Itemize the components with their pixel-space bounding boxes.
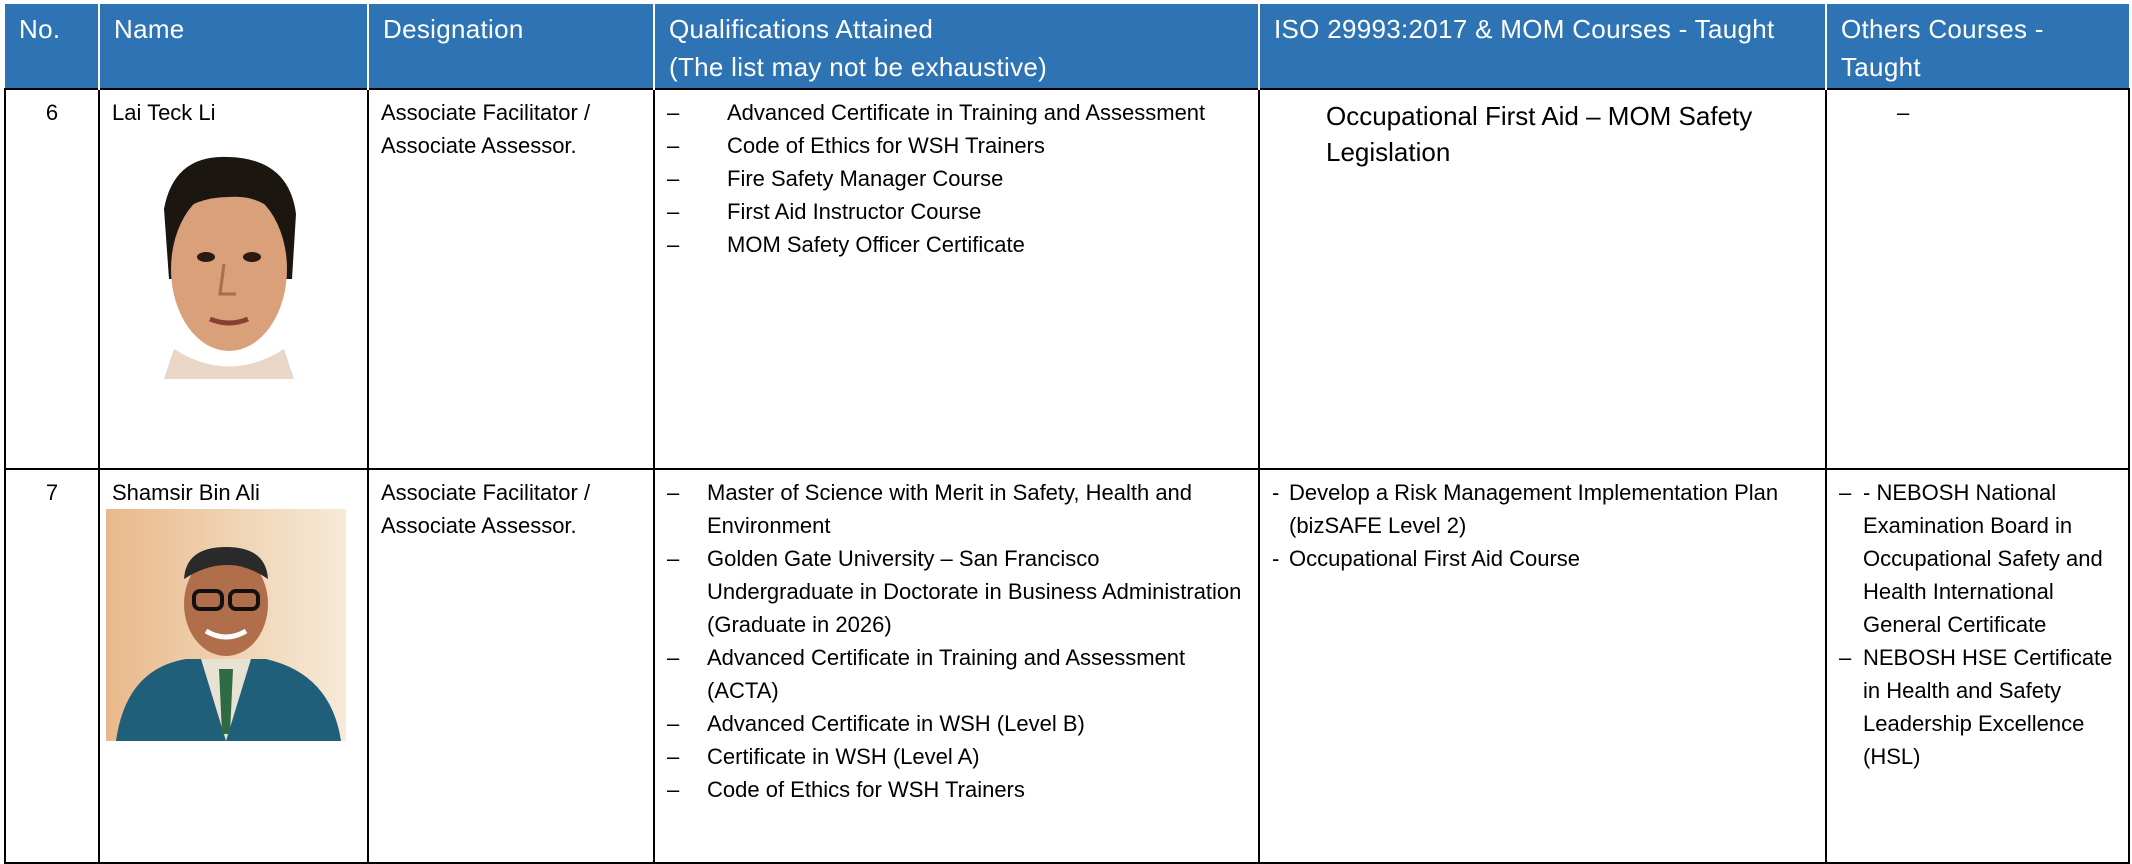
column-header: Qualifications Attained (The list may not…	[653, 4, 1259, 89]
bullet: –	[667, 480, 680, 505]
list-item: – Advanced Certificate in WSH (Level B)	[667, 707, 1246, 740]
list-item: – - NEBOSH National Examination Board in …	[1839, 476, 2116, 641]
cell-iso: Occupational First Aid – MOM Safety Legi…	[1258, 88, 1827, 470]
list-item: – Master of Science with Merit in Safety,…	[667, 476, 1246, 542]
item-text: Fire Safety Manager Course	[727, 166, 1004, 191]
column-header: Others Courses - Taught	[1825, 4, 2129, 89]
cell-others: – - NEBOSH National Examination Board in …	[1825, 468, 2130, 864]
column-header: Designation	[367, 4, 654, 89]
column-header: Name	[98, 4, 368, 89]
header-line: Designation	[383, 14, 524, 44]
bullet: –	[667, 199, 680, 224]
cell-no: 6	[4, 88, 100, 470]
item-text: First Aid Instructor Course	[727, 199, 982, 224]
bullet: –	[667, 777, 680, 802]
bullet: –	[667, 166, 680, 191]
cell-qualifications: – Master of Science with Merit in Safety,…	[653, 468, 1260, 864]
header-row: No. Name Designation Qualifications Attaine…	[5, 4, 2129, 89]
cell-iso: - Develop a Risk Management Implementatio…	[1258, 468, 1827, 864]
list-item: – Code of Ethics for WSH Trainers	[667, 129, 1246, 162]
list-item: - Occupational First Aid Course	[1272, 542, 1813, 575]
cell-qualifications: – Advanced Certificate in Training and As…	[653, 88, 1260, 470]
table-container: No. Name Designation Qualifications Attaine…	[4, 4, 2130, 864]
cell-designation: Associate Facilitator / Associate Assess…	[367, 468, 655, 864]
item-text: Develop a Risk Management Implementation…	[1289, 480, 1779, 538]
bullet: -	[1272, 546, 1280, 571]
bullet: –	[667, 645, 680, 670]
list-item: – Advanced Certificate in Training and As…	[667, 96, 1246, 129]
item-text: MOM Safety Officer Certificate	[727, 232, 1025, 257]
list-item: – Certificate in WSH (Level A)	[667, 740, 1246, 773]
trainer-name: Lai Teck Li	[112, 100, 216, 125]
list-item: – First Aid Instructor Course	[667, 195, 1246, 228]
header-line: Others Courses - Taught	[1841, 14, 2044, 82]
table-body: 6 Lai Teck Li Associate Facilitator / Asso…	[4, 88, 2130, 864]
qualification-list: – Advanced Certificate in Training and As…	[667, 96, 1246, 261]
item-text: Advanced Certificate in Training and Ass…	[707, 645, 1186, 703]
column-header: ISO 29993:2017 & MOM Courses - Taught	[1258, 4, 1826, 89]
bullet: –	[667, 100, 680, 125]
qualification-list: – Master of Science with Merit in Safety,…	[667, 476, 1246, 806]
item-text: Advanced Certificate in WSH (Level B)	[707, 711, 1085, 736]
item-text: Occupational First Aid Course	[1289, 546, 1581, 571]
item-text: Certificate in WSH (Level A)	[707, 744, 980, 769]
cell-others: –	[1825, 88, 2130, 470]
list-item: – Advanced Certificate in Training and As…	[667, 641, 1246, 707]
item-text: - NEBOSH National Examination Board in O…	[1863, 480, 2103, 637]
header-line: No.	[19, 14, 61, 44]
list-item: – MOM Safety Officer Certificate	[667, 228, 1246, 261]
iso-text: Occupational First Aid – MOM Safety Legi…	[1326, 101, 1753, 167]
cell-name: Shamsir Bin Ali	[98, 468, 369, 864]
photo	[144, 149, 355, 379]
bullet: –	[667, 133, 680, 158]
cell-name: Lai Teck Li	[98, 88, 369, 470]
list-item: – Golden Gate University – San Francisco …	[667, 542, 1246, 641]
cell-designation: Associate Facilitator / Associate Assess…	[367, 88, 655, 470]
item-text: NEBOSH HSE Certificate in Health and Saf…	[1863, 645, 2113, 769]
list-item: – Code of Ethics for WSH Trainers	[667, 773, 1246, 806]
cell-no: 7	[4, 468, 100, 864]
bullet: –	[667, 232, 680, 257]
bullet: –	[667, 744, 680, 769]
bullet: –	[667, 546, 680, 571]
item-text: Code of Ethics for WSH Trainers	[707, 777, 1025, 802]
list-item: - Develop a Risk Management Implementatio…	[1272, 476, 1813, 542]
header-line: Name	[114, 14, 185, 44]
bullet: –	[1839, 645, 1852, 670]
column-header: No.	[5, 4, 99, 89]
bullet: -	[1272, 480, 1280, 505]
list-item: – Fire Safety Manager Course	[667, 162, 1246, 195]
table-row: 6 Lai Teck Li Associate Facilitator / Asso…	[4, 88, 2130, 470]
iso-list: - Develop a Risk Management Implementatio…	[1272, 476, 1813, 575]
table-row: 7 Shamsir Bin Ali Associate Facilitator / …	[4, 468, 2130, 864]
header-line: (The list may not be exhaustive)	[669, 52, 1048, 82]
item-text: Master of Science with Merit in Safety, …	[707, 480, 1193, 538]
item-text: Code of Ethics for WSH Trainers	[727, 133, 1045, 158]
bullet: –	[667, 711, 680, 736]
list-item: – NEBOSH HSE Certificate in Health and Sa…	[1839, 641, 2116, 773]
bullet: –	[1839, 480, 1852, 505]
header-line: ISO 29993:2017 & MOM Courses - Taught	[1274, 14, 1775, 44]
trainer-table: No. Name Designation Qualifications Attaine…	[4, 4, 2130, 864]
item-text: Advanced Certificate in Training and Ass…	[727, 100, 1206, 125]
item-text: Golden Gate University – San Francisco U…	[707, 546, 1242, 637]
photo	[106, 509, 355, 741]
trainer-name: Shamsir Bin Ali	[112, 480, 260, 505]
others-text: –	[1897, 100, 1910, 125]
header-line: Qualifications Attained	[669, 14, 934, 44]
others-list: – - NEBOSH National Examination Board in …	[1839, 476, 2116, 773]
